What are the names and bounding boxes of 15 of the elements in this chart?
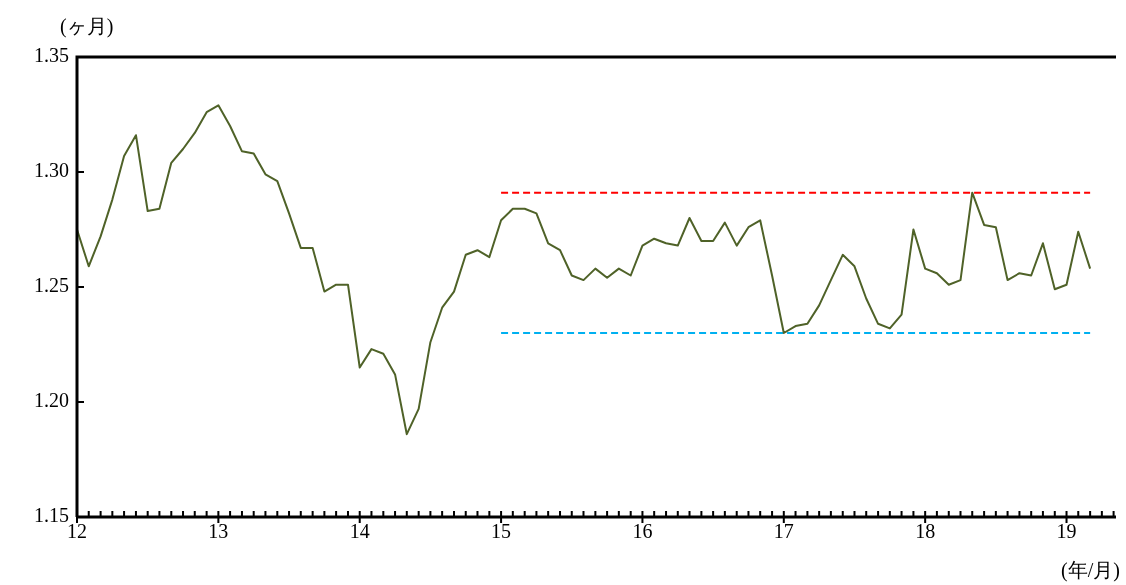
x-tick-label: 12 — [67, 520, 87, 543]
x-tick-label: 14 — [349, 520, 370, 543]
y-tick-label: 1.25 — [34, 274, 69, 297]
x-tick-label: 19 — [1056, 520, 1077, 543]
y-tick-label: 1.35 — [34, 44, 69, 67]
y-tick-label: 1.15 — [34, 504, 69, 527]
y-tick-label: 1.30 — [34, 159, 69, 182]
x-tick-label: 13 — [208, 520, 229, 543]
x-tick-label: 16 — [632, 520, 653, 543]
x-axis-title: (年/月) — [1061, 559, 1120, 583]
x-tick-label: 17 — [773, 520, 794, 543]
x-tick-label: 18 — [915, 520, 936, 543]
y-tick-label: 1.20 — [34, 389, 69, 412]
y-axis-title: (ヶ月) — [60, 15, 114, 39]
x-tick-label: 15 — [491, 520, 512, 543]
